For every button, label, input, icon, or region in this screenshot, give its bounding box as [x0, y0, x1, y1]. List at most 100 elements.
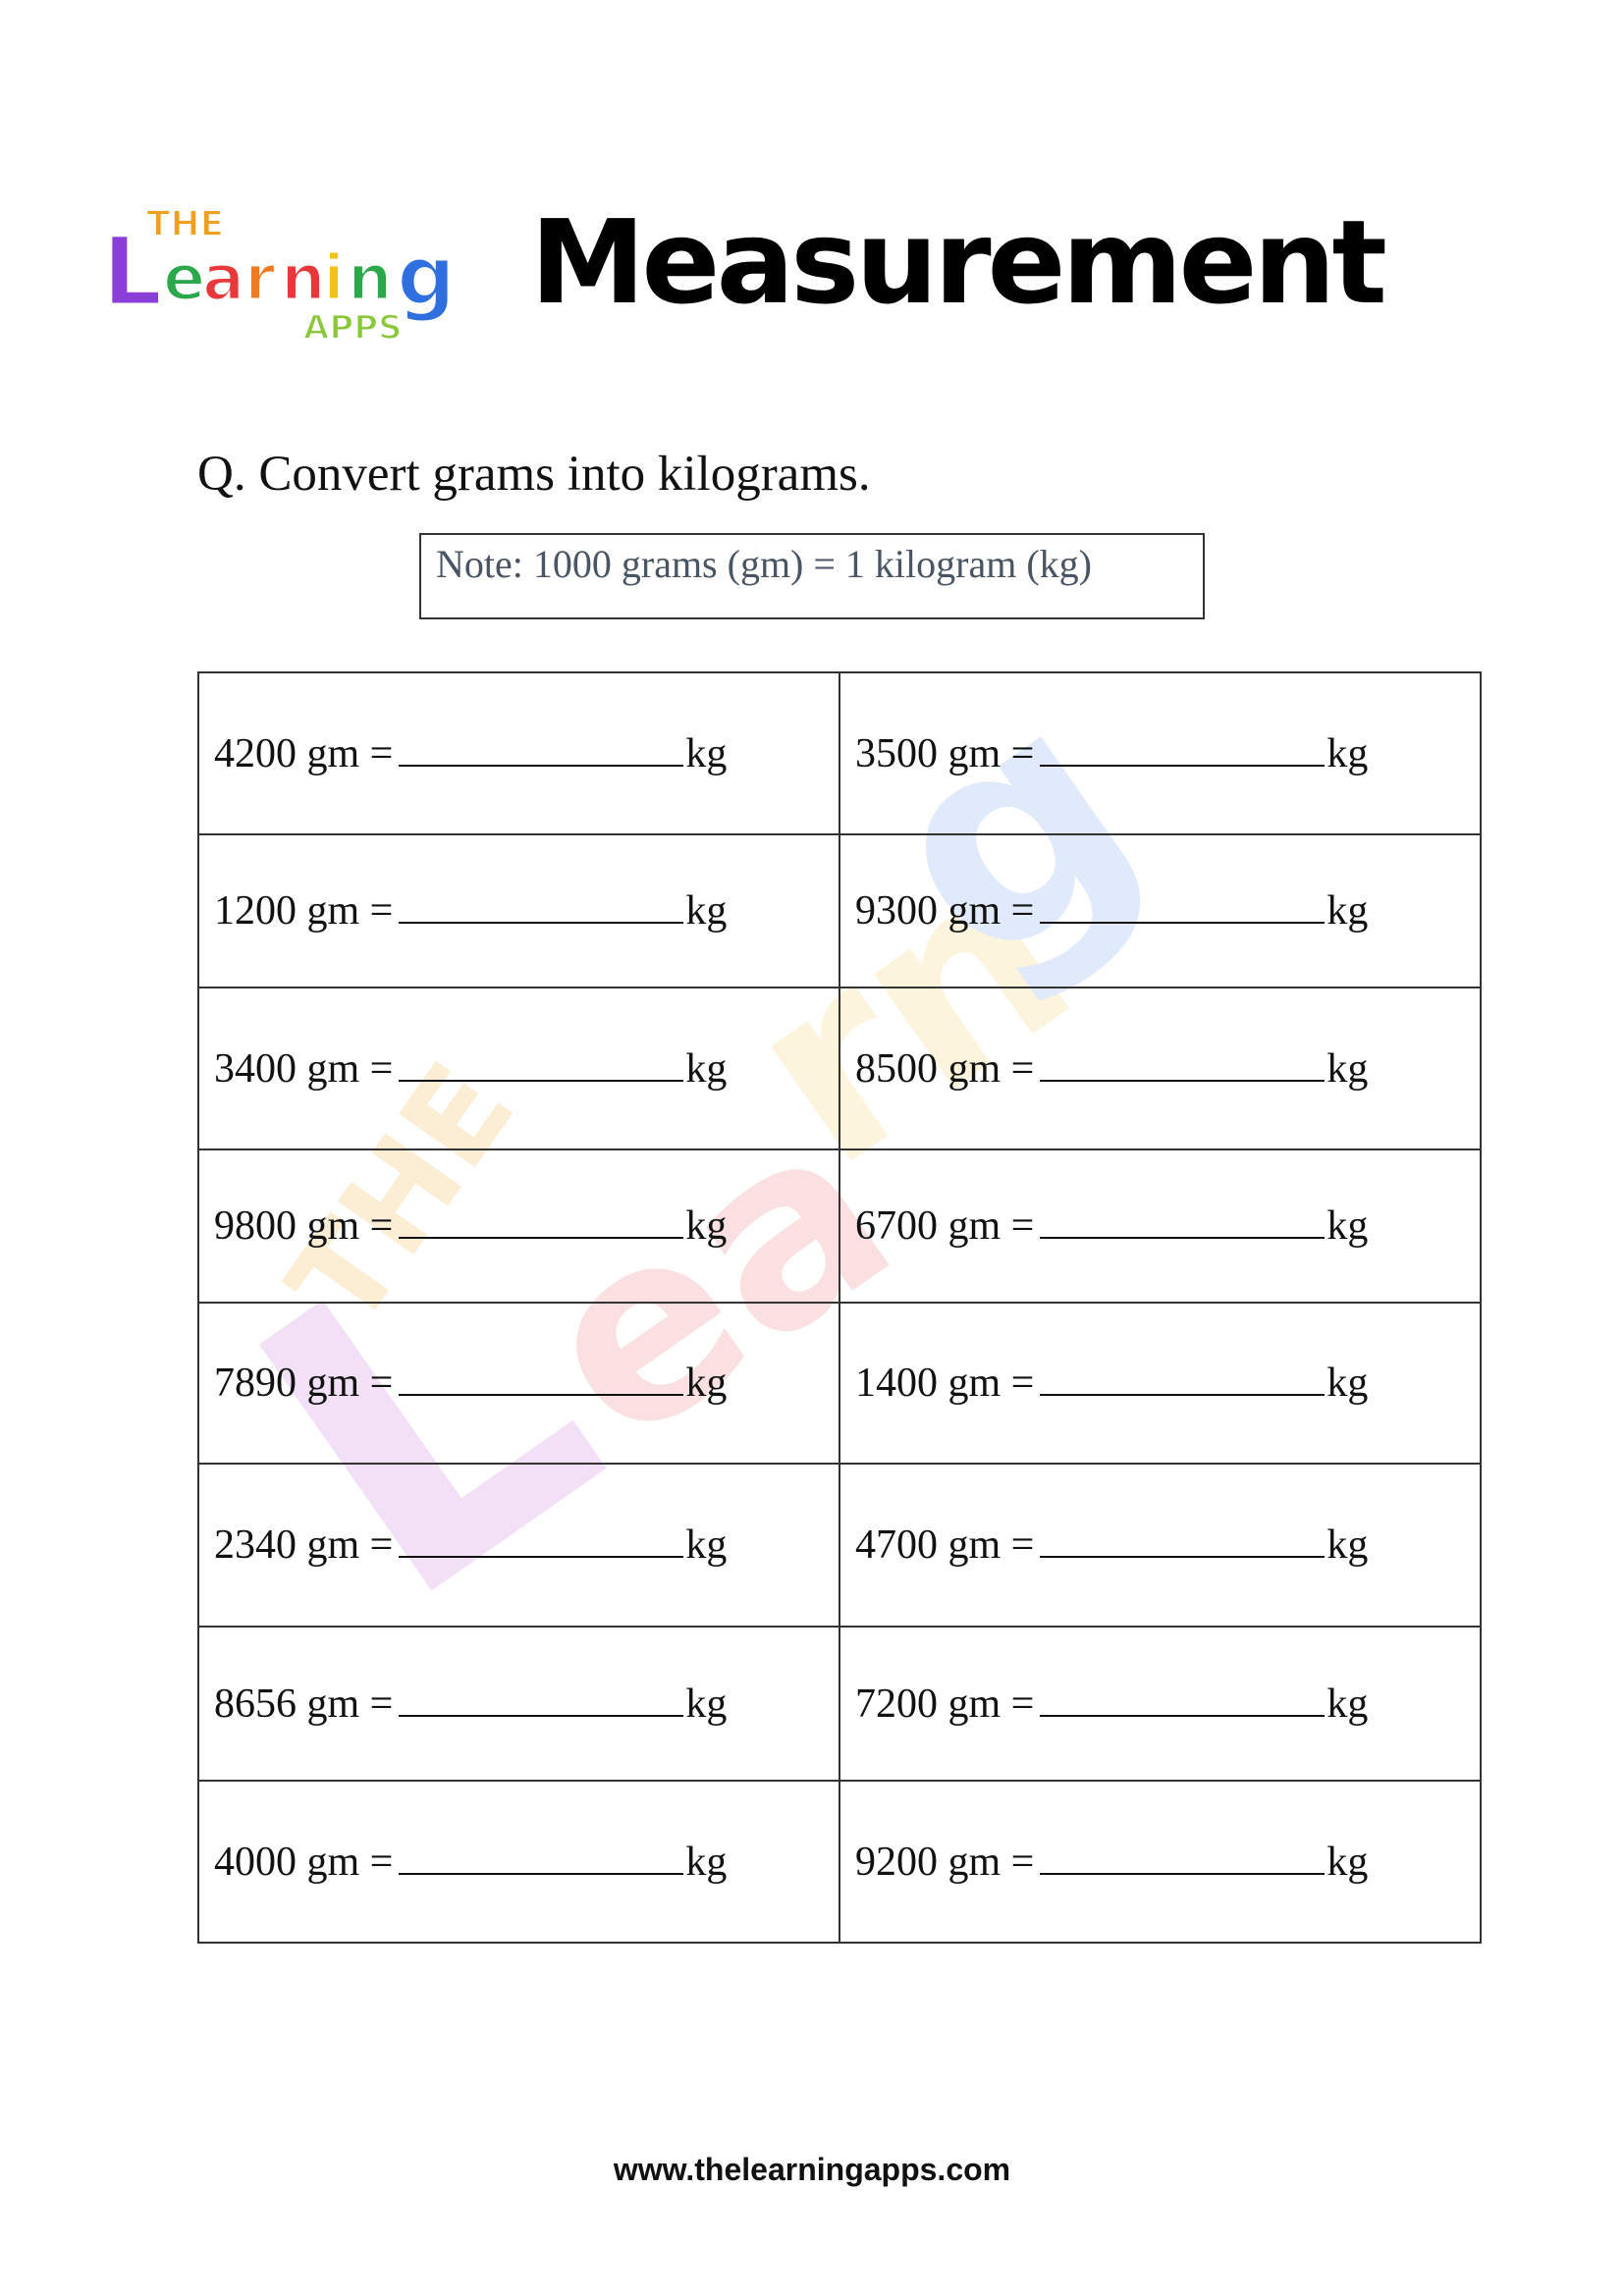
unit-to: kg	[685, 1522, 728, 1568]
conversion-cell: 4700 gm = kg	[839, 1463, 1482, 1628]
answer-blank[interactable]	[399, 1207, 684, 1239]
answer-blank[interactable]	[399, 892, 684, 924]
svg-text:r: r	[244, 242, 276, 315]
grams-value: 7890	[214, 1361, 297, 1406]
conversion-cell: 8656 gm = kg	[197, 1626, 840, 1782]
grams-value: 3400	[214, 1045, 297, 1092]
unit-from: gm =	[306, 1045, 394, 1092]
conversion-cell: 9200 gm = kg	[839, 1780, 1482, 1944]
unit-to: kg	[685, 888, 728, 934]
answer-blank[interactable]	[399, 1526, 684, 1558]
unit-to: kg	[685, 1203, 728, 1249]
answer-blank[interactable]	[399, 1843, 684, 1875]
unit-to: kg	[685, 1839, 728, 1885]
unit-from: gm =	[947, 1361, 1035, 1406]
svg-text:e: e	[163, 242, 205, 315]
svg-text:THE: THE	[146, 204, 224, 244]
conversion-cell: 7890 gm = kg	[197, 1302, 840, 1465]
unit-from: gm =	[947, 730, 1035, 776]
unit-to: kg	[1326, 1203, 1369, 1249]
answer-blank[interactable]	[399, 1364, 684, 1396]
grams-value: 4000	[214, 1839, 297, 1885]
grams-value: 7200	[855, 1681, 938, 1727]
svg-text:n: n	[348, 242, 393, 315]
unit-to: kg	[1326, 1045, 1369, 1092]
answer-blank[interactable]	[399, 1685, 684, 1717]
unit-to: kg	[1326, 888, 1369, 934]
answer-blank[interactable]	[399, 735, 684, 767]
table-row: 3400 gm = kg 8500 gm = kg	[197, 987, 1482, 1150]
unit-to: kg	[685, 1045, 728, 1092]
unit-to: kg	[1326, 730, 1369, 776]
conversion-cell: 4000 gm = kg	[197, 1780, 840, 1944]
grams-value: 9200	[855, 1839, 938, 1885]
unit-from: gm =	[306, 1361, 394, 1406]
table-row: 7890 gm = kg 1400 gm = kg	[197, 1302, 1482, 1465]
table-row: 8656 gm = kg 7200 gm = kg	[197, 1626, 1482, 1782]
unit-from: gm =	[947, 888, 1035, 934]
grams-value: 9300	[855, 888, 938, 934]
grams-value: 6700	[855, 1203, 938, 1249]
unit-to: kg	[685, 730, 728, 776]
conversion-cell: 3400 gm = kg	[197, 987, 840, 1150]
conversion-cell: 4200 gm = kg	[197, 671, 840, 835]
conversion-cell: 7200 gm = kg	[839, 1626, 1482, 1782]
conversion-cell: 9300 gm = kg	[839, 833, 1482, 988]
conversion-cell: 2340 gm = kg	[197, 1463, 840, 1628]
conversion-cell: 9800 gm = kg	[197, 1148, 840, 1304]
grams-value: 4200	[214, 730, 297, 776]
answer-blank[interactable]	[1040, 1207, 1326, 1239]
svg-text:n: n	[281, 242, 326, 315]
answer-blank[interactable]	[1040, 735, 1326, 767]
conversion-cell: 8500 gm = kg	[839, 987, 1482, 1150]
conversion-cell: 1200 gm = kg	[197, 833, 840, 988]
answer-blank[interactable]	[1040, 1364, 1326, 1396]
unit-to: kg	[1326, 1361, 1369, 1406]
unit-from: gm =	[306, 888, 394, 934]
grams-value: 8500	[855, 1045, 938, 1092]
unit-from: gm =	[947, 1045, 1035, 1092]
unit-to: kg	[1326, 1522, 1369, 1568]
grams-value: 2340	[214, 1522, 297, 1568]
unit-to: kg	[1326, 1839, 1369, 1885]
answer-blank[interactable]	[1040, 892, 1326, 924]
conversion-table: 4200 gm = kg 3500 gm = kg 1200 gm = kg 9300 gm…	[197, 671, 1482, 1944]
table-row: 1200 gm = kg 9300 gm = kg	[197, 833, 1482, 988]
answer-blank[interactable]	[1040, 1685, 1326, 1717]
answer-blank[interactable]	[1040, 1843, 1326, 1875]
note-text: Note: 1000 grams (gm) = 1 kilogram (kg)	[436, 542, 1092, 586]
unit-from: gm =	[947, 1203, 1035, 1249]
unit-from: gm =	[306, 730, 394, 776]
svg-text:L: L	[102, 217, 162, 327]
answer-blank[interactable]	[399, 1050, 684, 1082]
grams-value: 9800	[214, 1203, 297, 1249]
svg-text:g: g	[397, 228, 456, 324]
svg-text:APPS: APPS	[303, 308, 403, 347]
conversion-cell: 6700 gm = kg	[839, 1148, 1482, 1304]
unit-from: gm =	[947, 1681, 1035, 1727]
unit-to: kg	[1326, 1681, 1369, 1727]
table-row: 4000 gm = kg 9200 gm = kg	[197, 1780, 1482, 1944]
page-title: Measurement	[530, 194, 1387, 330]
learning-apps-logo: THE L e a r n i n g APPS	[102, 203, 458, 348]
unit-from: gm =	[306, 1839, 394, 1885]
answer-blank[interactable]	[1040, 1050, 1326, 1082]
unit-from: gm =	[306, 1203, 394, 1249]
unit-to: kg	[685, 1361, 728, 1406]
conversion-cell: 1400 gm = kg	[839, 1302, 1482, 1465]
unit-from: gm =	[306, 1522, 394, 1568]
question-text: Q. Convert grams into kilograms.	[197, 447, 871, 502]
grams-value: 1400	[855, 1361, 938, 1406]
unit-from: gm =	[306, 1681, 394, 1727]
unit-from: gm =	[947, 1839, 1035, 1885]
table-row: 9800 gm = kg 6700 gm = kg	[197, 1148, 1482, 1304]
grams-value: 1200	[214, 888, 297, 934]
table-row: 2340 gm = kg 4700 gm = kg	[197, 1463, 1482, 1628]
answer-blank[interactable]	[1040, 1526, 1326, 1558]
svg-text:a: a	[202, 242, 244, 315]
grams-value: 3500	[855, 730, 938, 776]
table-row: 4200 gm = kg 3500 gm = kg	[197, 671, 1482, 835]
svg-text:i: i	[323, 242, 345, 315]
grams-value: 4700	[855, 1522, 938, 1568]
footer-website: www.thelearningapps.com	[613, 2152, 1011, 2187]
